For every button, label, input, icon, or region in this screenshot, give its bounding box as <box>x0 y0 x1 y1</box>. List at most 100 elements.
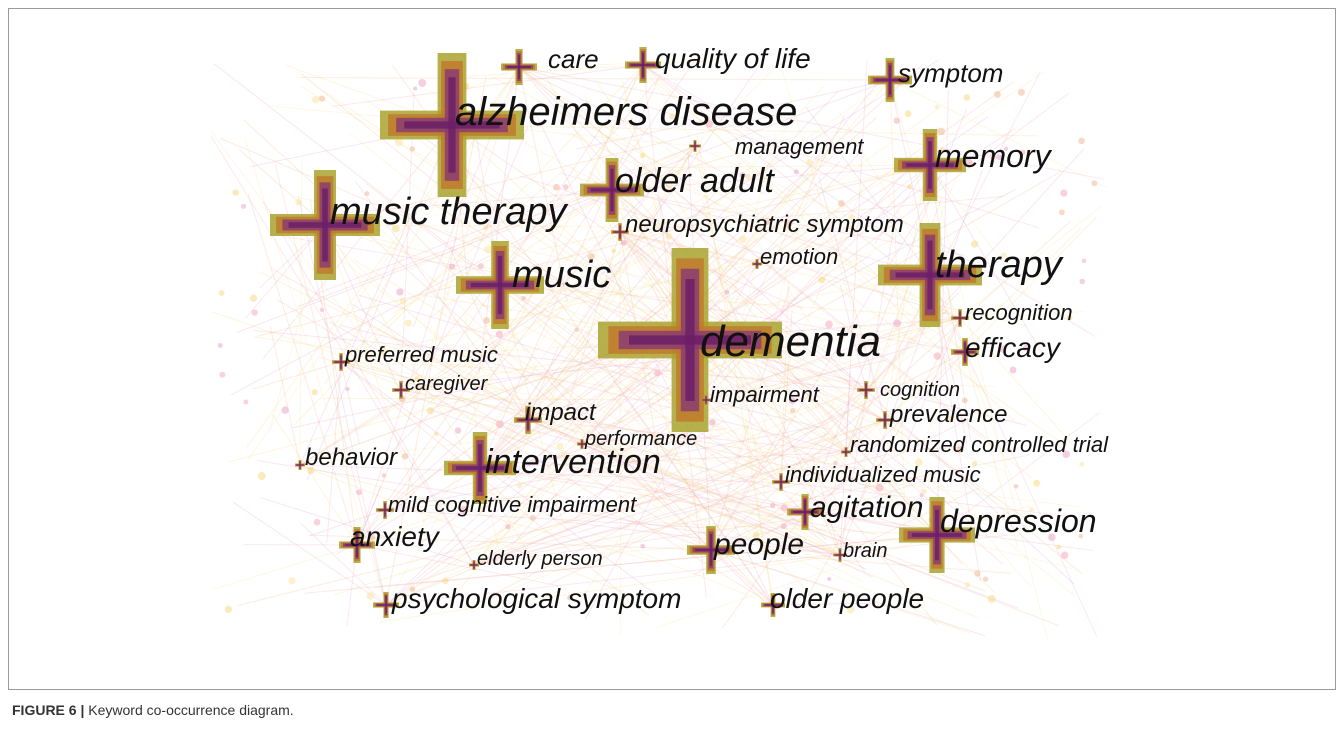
edge <box>527 419 1060 627</box>
edge <box>473 440 869 566</box>
edge <box>400 389 960 630</box>
keyword-label: anxiety <box>350 521 441 552</box>
edge <box>400 91 415 391</box>
minor-node <box>805 158 813 166</box>
minor-node <box>409 586 416 592</box>
minor-node <box>587 253 595 261</box>
keyword-label: music therapy <box>330 191 569 233</box>
edge <box>668 430 782 483</box>
minor-node <box>434 431 439 437</box>
minor-node <box>1058 209 1065 216</box>
minor-node <box>793 169 799 175</box>
edge <box>518 66 1039 229</box>
minor-node <box>933 352 942 360</box>
minor-node <box>505 523 511 530</box>
edge <box>710 481 922 551</box>
node-cross <box>906 163 954 167</box>
minor-node <box>454 427 462 434</box>
edge <box>385 225 833 606</box>
edge <box>612 379 774 606</box>
edge <box>884 228 1081 421</box>
edge <box>858 317 961 345</box>
minor-node <box>1062 450 1070 459</box>
edge <box>581 170 1062 445</box>
minor-node <box>769 502 776 509</box>
minor-node <box>257 472 266 481</box>
keyword-label: performance <box>584 428 697 450</box>
minor-node <box>961 397 968 404</box>
edge <box>564 231 621 415</box>
edge <box>696 134 774 606</box>
minor-node <box>426 407 435 415</box>
edge <box>570 145 696 350</box>
edge <box>467 64 644 77</box>
edge <box>804 485 843 513</box>
edge <box>299 76 891 81</box>
minor-node <box>378 346 387 355</box>
edge <box>537 263 758 307</box>
edge <box>818 176 886 421</box>
edge <box>884 172 926 421</box>
edge <box>816 351 966 510</box>
minor-node <box>745 173 751 180</box>
edge <box>427 189 613 320</box>
minor-node <box>999 345 1007 353</box>
node-cross <box>875 78 905 82</box>
keyword-label: care <box>548 44 599 74</box>
edge <box>299 186 721 466</box>
minor-node <box>825 320 833 329</box>
edge <box>455 79 891 386</box>
edge <box>642 64 902 245</box>
edge <box>412 396 583 445</box>
edge <box>499 284 1005 472</box>
edge <box>721 511 806 629</box>
edge <box>619 231 866 572</box>
minor-node <box>974 570 981 577</box>
edge <box>458 64 644 446</box>
edge <box>619 182 658 233</box>
edge <box>379 554 841 623</box>
edge <box>518 60 714 68</box>
node-cross <box>614 231 626 233</box>
minor-node <box>947 415 952 420</box>
node-cross <box>345 544 369 546</box>
edge <box>320 357 938 536</box>
edge <box>385 400 704 606</box>
minor-node <box>705 120 714 128</box>
edge <box>527 71 1045 421</box>
edge <box>705 399 827 430</box>
edge <box>518 66 963 565</box>
minor-node <box>996 154 1003 160</box>
edge <box>780 310 793 483</box>
edge <box>479 435 722 469</box>
edge <box>587 64 644 183</box>
edge <box>929 164 1044 356</box>
edge <box>300 522 387 606</box>
edge <box>356 61 695 546</box>
edge <box>518 66 1068 448</box>
edge <box>247 194 358 546</box>
minor-node <box>1078 533 1084 539</box>
edge <box>292 195 966 353</box>
edge <box>210 130 402 391</box>
minor-node <box>459 506 468 514</box>
edge <box>710 549 1012 574</box>
edge <box>391 145 696 452</box>
edge <box>326 361 342 544</box>
keyword-label: music <box>512 254 611 296</box>
edge <box>710 418 969 551</box>
edge <box>584 399 707 619</box>
edge <box>479 86 824 469</box>
minor-node <box>311 95 320 104</box>
edge <box>236 189 613 333</box>
edge <box>352 303 529 421</box>
edge <box>384 370 536 511</box>
minor-node <box>484 245 493 254</box>
node-cross <box>860 389 872 391</box>
keyword-label: older people <box>770 583 924 614</box>
edge <box>257 460 841 556</box>
minor-node <box>893 117 900 124</box>
edge <box>429 408 841 556</box>
edge <box>874 164 931 244</box>
edge <box>845 451 996 593</box>
